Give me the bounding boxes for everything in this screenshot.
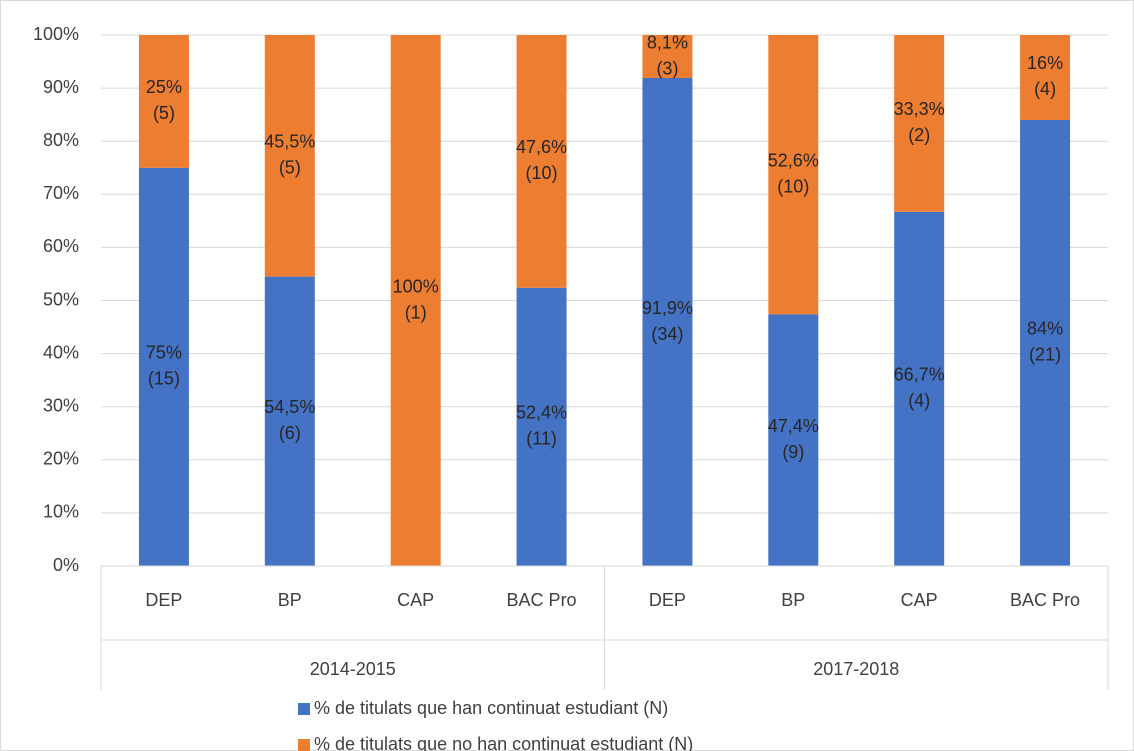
x-tick-label: DEP <box>649 590 686 610</box>
group-label: 2014-2015 <box>310 659 396 679</box>
y-tick-label: 100% <box>33 24 79 44</box>
count-label: (10) <box>777 176 809 196</box>
data-label: 84% <box>1027 319 1063 339</box>
y-tick-label: 90% <box>43 77 79 97</box>
x-tick-label: CAP <box>901 590 938 610</box>
count-label: (15) <box>148 369 180 389</box>
x-tick-label: BAC Pro <box>1010 590 1080 610</box>
y-tick-label: 60% <box>43 236 79 256</box>
legend-label: % de titulats que no han continuat estud… <box>314 734 693 751</box>
legend-swatch <box>298 739 310 751</box>
data-label: 66,7% <box>894 365 945 385</box>
legend-swatch <box>298 703 310 715</box>
bar-segment <box>516 35 567 288</box>
bar-segment <box>138 35 189 168</box>
y-tick-label: 30% <box>43 395 79 415</box>
group-label: 2017-2018 <box>813 659 899 679</box>
count-label: (34) <box>651 324 683 344</box>
data-label: 75% <box>146 343 182 363</box>
count-label: (5) <box>153 103 175 123</box>
count-label: (2) <box>908 125 930 145</box>
y-tick-label: 0% <box>53 555 79 575</box>
x-tick-label: BP <box>781 590 805 610</box>
y-tick-label: 10% <box>43 502 79 522</box>
data-label: 91,9% <box>642 298 693 318</box>
bar-segment <box>264 35 315 277</box>
count-label: (9) <box>782 442 804 462</box>
count-label: (1) <box>405 302 427 322</box>
bar-segment <box>516 287 567 566</box>
count-label: (21) <box>1029 345 1061 365</box>
data-label: 8,1% <box>647 32 688 52</box>
x-tick-label: DEP <box>145 590 182 610</box>
y-tick-label: 20% <box>43 449 79 469</box>
bar-segment <box>768 314 819 566</box>
data-label: 54,5% <box>264 397 315 417</box>
legend-label: % de titulats que han continuat estudian… <box>314 698 668 718</box>
data-label: 33,3% <box>894 99 945 119</box>
x-tick-label: CAP <box>397 590 434 610</box>
bar-segment <box>1020 35 1071 120</box>
bar-segment <box>642 78 693 567</box>
data-label: 47,6% <box>516 137 567 157</box>
x-tick-label: BAC Pro <box>507 590 577 610</box>
count-label: (4) <box>1034 79 1056 99</box>
count-label: (5) <box>279 158 301 178</box>
count-label: (6) <box>279 423 301 443</box>
bar-segment <box>264 276 315 566</box>
data-label: 100% <box>393 276 439 296</box>
bar-segment <box>1020 119 1071 567</box>
data-label: 52,6% <box>768 150 819 170</box>
count-label: (3) <box>656 58 678 78</box>
count-label: (11) <box>526 429 557 449</box>
bar-segment <box>642 35 693 79</box>
bar-segment <box>894 211 945 566</box>
y-tick-label: 80% <box>43 130 79 150</box>
data-label: 25% <box>146 77 182 97</box>
count-label: (10) <box>526 163 558 183</box>
data-label: 45,5% <box>264 132 315 152</box>
data-label: 52,4% <box>516 403 567 423</box>
bar-segment <box>390 35 441 566</box>
data-label: 16% <box>1027 53 1063 73</box>
x-tick-label: BP <box>278 590 302 610</box>
y-tick-label: 50% <box>43 289 79 309</box>
y-tick-label: 40% <box>43 342 79 362</box>
bar-segment <box>894 35 945 212</box>
y-tick-label: 70% <box>43 183 79 203</box>
bar-segment <box>138 167 189 566</box>
count-label: (4) <box>908 391 930 411</box>
data-label: 47,4% <box>768 416 819 436</box>
bar-segment <box>768 35 819 315</box>
